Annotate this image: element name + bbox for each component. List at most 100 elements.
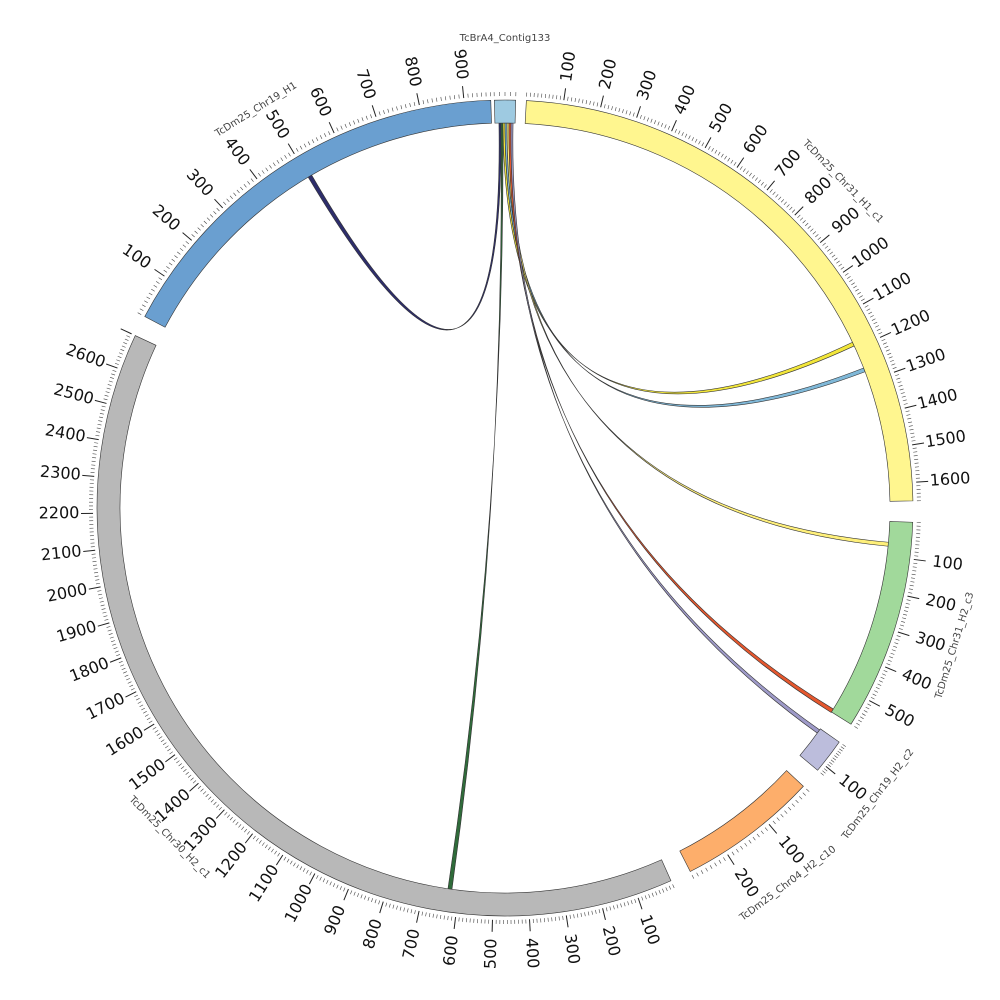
minor-tick [839, 748, 843, 752]
tick-label: 1400 [915, 385, 959, 413]
minor-tick [303, 143, 307, 148]
minor-tick [168, 262, 173, 266]
minor-tick [756, 833, 760, 838]
minor-tick [604, 104, 606, 109]
minor-tick [665, 887, 668, 892]
major-tick [287, 143, 295, 155]
minor-tick [93, 446, 98, 448]
tick-label: 1100 [245, 861, 283, 906]
minor-tick [307, 141, 311, 146]
major-tick [82, 474, 95, 477]
minor-tick [404, 104, 407, 109]
major-tick [825, 766, 836, 775]
minor-tick [223, 201, 227, 206]
minor-tick [657, 121, 660, 126]
minor-tick [258, 172, 261, 177]
major-tick [602, 908, 606, 921]
minor-tick [630, 900, 633, 905]
minor-tick [783, 201, 787, 205]
minor-tick [883, 670, 888, 673]
tick-label: 1700 [83, 688, 128, 723]
minor-tick [824, 245, 829, 249]
minor-tick [863, 710, 868, 713]
minor-tick [696, 872, 699, 877]
minor-tick [244, 828, 248, 833]
tick-label: 100 [835, 770, 871, 804]
minor-tick [100, 604, 105, 607]
minor-tick [721, 153, 724, 158]
minor-tick [622, 109, 624, 114]
major-tick [83, 549, 96, 552]
minor-tick [653, 120, 657, 125]
minor-tick [357, 118, 360, 123]
minor-tick [805, 222, 809, 227]
minor-tick [343, 887, 346, 892]
major-tick [819, 234, 830, 244]
tick-label: 700 [771, 145, 805, 181]
minor-tick [99, 413, 104, 415]
minor-tick [370, 114, 372, 119]
tick-label: 400 [670, 82, 700, 118]
minor-tick [908, 592, 913, 594]
major-tick [565, 915, 569, 928]
minor-tick [574, 97, 576, 103]
minor-tick [353, 120, 356, 125]
minor-tick [681, 132, 684, 136]
minor-tick [378, 900, 381, 905]
minor-tick [784, 810, 788, 814]
major-tick [897, 631, 910, 637]
minor-tick [103, 615, 108, 618]
minor-tick [864, 305, 869, 308]
minor-tick [908, 425, 913, 427]
minor-tick [95, 582, 100, 585]
minor-tick [238, 824, 242, 828]
minor-tick [614, 107, 617, 112]
minor-tick [226, 198, 230, 203]
major-tick [106, 363, 118, 369]
minor-tick [396, 106, 398, 111]
tick-label: 400 [221, 133, 255, 169]
tick-label: 500 [882, 700, 918, 731]
tick-label: 2600 [63, 340, 108, 372]
minor-tick [229, 816, 233, 821]
minor-tick [269, 164, 272, 169]
minor-tick [822, 770, 826, 774]
minor-tick [844, 272, 849, 276]
minor-tick [179, 248, 184, 252]
minor-tick [407, 908, 409, 913]
minor-tick [908, 588, 913, 590]
minor-tick [235, 821, 239, 826]
minor-tick [185, 241, 190, 245]
minor-tick [763, 184, 767, 188]
minor-tick [691, 137, 694, 141]
minor-tick [731, 851, 735, 856]
minor-tick [107, 384, 112, 386]
minor-tick [109, 636, 114, 639]
minor-tick [158, 736, 163, 739]
minor-tick [261, 842, 265, 846]
minor-tick [760, 181, 764, 186]
minor-tick [267, 846, 271, 851]
minor-tick [367, 896, 370, 901]
minor-tick [276, 159, 280, 164]
minor-tick [611, 106, 613, 111]
tick-label: 400 [899, 664, 935, 693]
minor-tick [607, 105, 610, 110]
major-tick [637, 897, 643, 910]
minor-tick [897, 381, 902, 384]
minor-tick [413, 101, 416, 107]
minor-tick [232, 819, 236, 823]
minor-tick [832, 757, 837, 761]
minor-tick [306, 869, 309, 874]
segment-label-tcbra4-contig133: TcBrA4_Contig133 [459, 33, 551, 44]
minor-tick [780, 199, 785, 203]
minor-tick [124, 674, 129, 677]
minor-tick [878, 332, 883, 335]
minor-tick [705, 867, 708, 872]
minor-tick [559, 95, 561, 100]
minor-tick [890, 652, 895, 655]
minor-tick [365, 115, 368, 120]
minor-tick [890, 359, 894, 362]
minor-tick [436, 914, 438, 919]
minor-tick [882, 673, 886, 676]
